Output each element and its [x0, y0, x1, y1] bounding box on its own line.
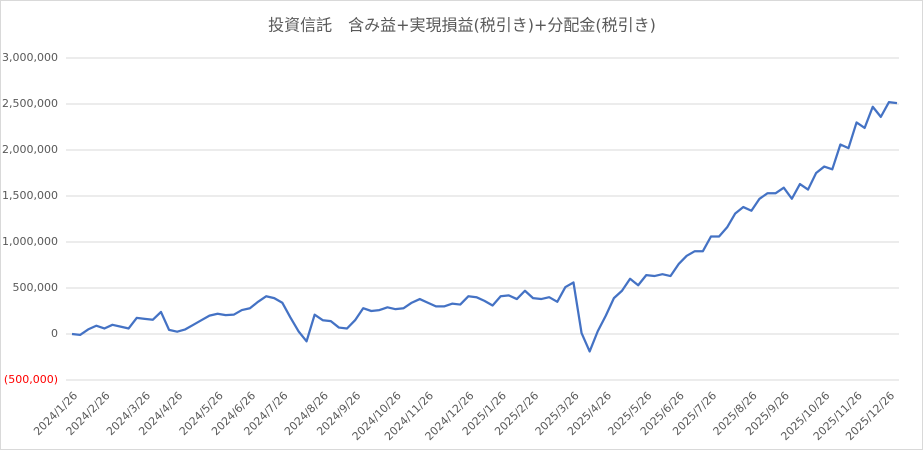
y-tick-label: 2,000,000 — [2, 143, 58, 156]
y-tick-label: (500,000) — [4, 373, 58, 386]
y-tick-label: 1,500,000 — [2, 189, 58, 202]
chart-title: 投資信託 含み益+実現損益(税引き)+分配金(税引き) — [268, 16, 656, 35]
y-tick-label: 0 — [51, 327, 58, 340]
y-tick-label: 2,500,000 — [2, 97, 58, 110]
y-tick-label: 1,000,000 — [2, 235, 58, 248]
data-line — [71, 101, 898, 353]
y-tick-label: 3,000,000 — [2, 51, 58, 64]
y-tick-label: 500,000 — [13, 281, 59, 294]
